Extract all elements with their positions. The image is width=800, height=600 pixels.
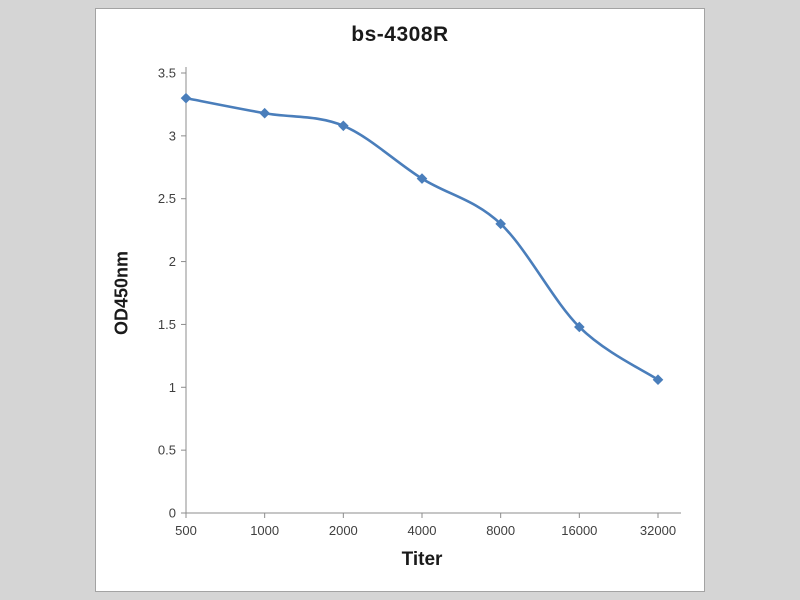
series-line: [184, 96, 660, 382]
x-axis-title: Titer: [401, 549, 443, 570]
x-tick-label: 16000: [561, 523, 597, 538]
y-axis-title: OD450nm: [111, 250, 132, 336]
y-tick-label: 3: [169, 128, 176, 143]
chart-panel: 0 0.5 1 1.5 2 2.5 3 3.5 500 1000 2000 4000 8000 16000…: [95, 8, 705, 592]
line-chart-plot: 0 0.5 1 1.5 2 2.5 3 3.5 500 1000 2000 4000 8000 16000…: [158, 66, 681, 538]
x-tick-label: 2000: [329, 523, 358, 538]
x-tick-label: 500: [175, 523, 197, 538]
data-point-marker: [338, 120, 349, 132]
y-tick-label: 2: [169, 254, 176, 269]
y-tick-label: 2.5: [158, 191, 176, 206]
data-point-marker: [495, 218, 506, 230]
y-tick-label: 0.5: [158, 443, 176, 458]
x-tick-label: 4000: [408, 523, 437, 538]
chart-title: bs-4308R: [351, 23, 449, 46]
data-point-marker: [259, 107, 270, 119]
y-tick-label: 0: [169, 506, 176, 521]
data-point-marker: [652, 374, 664, 386]
y-tick-label: 1.5: [158, 317, 176, 332]
data-point-marker: [180, 92, 192, 104]
x-tick-label: 1000: [250, 523, 279, 538]
y-tick-label: 3.5: [158, 66, 176, 81]
x-tick-label: 32000: [640, 523, 676, 538]
x-tick-label: 8000: [486, 523, 515, 538]
data-point-marker: [574, 321, 585, 333]
data-point-marker: [416, 173, 428, 184]
y-tick-label: 1: [169, 380, 176, 395]
